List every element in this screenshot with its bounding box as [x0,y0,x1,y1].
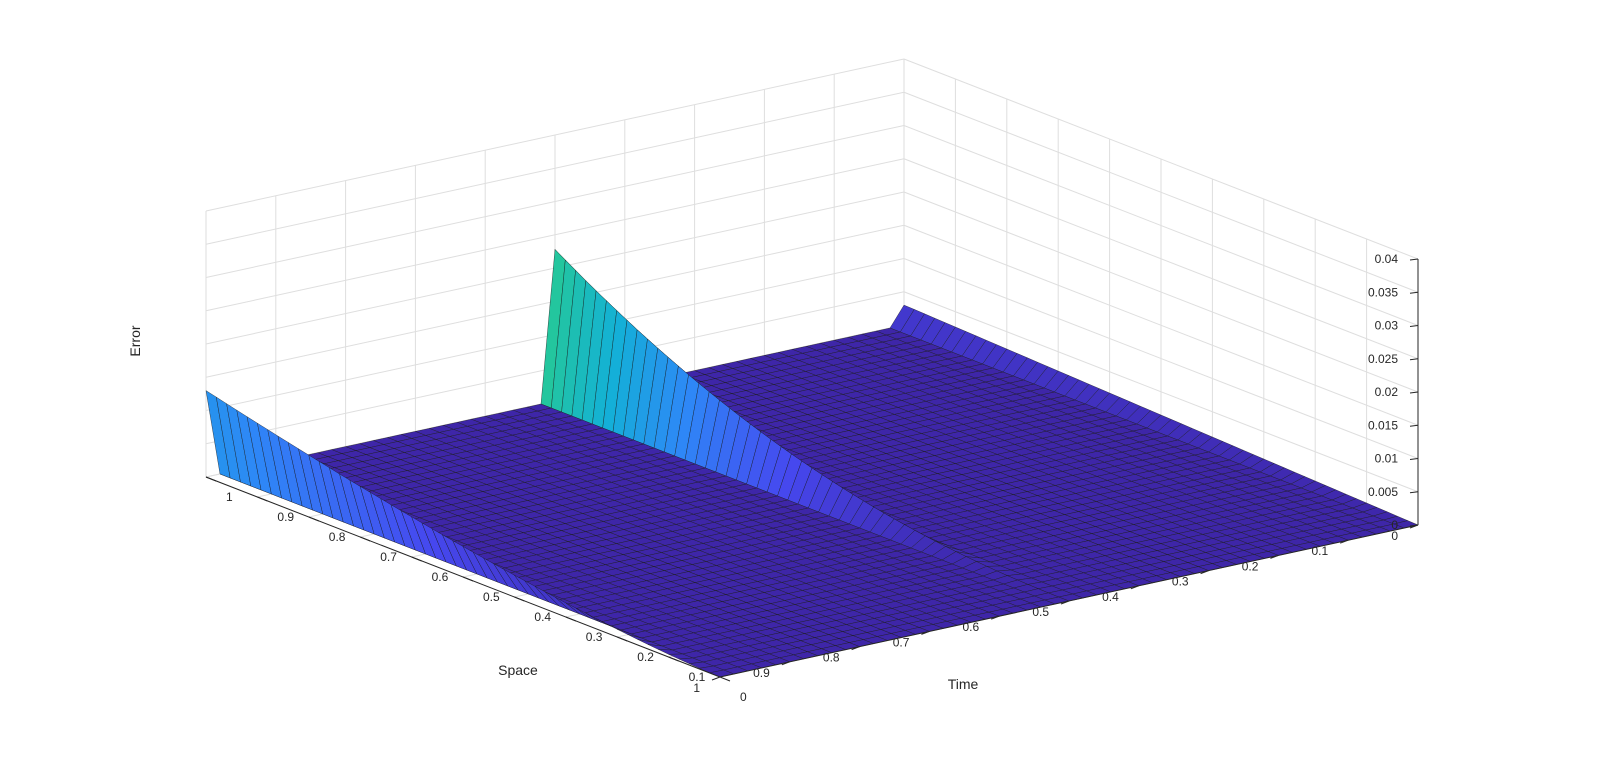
y-tick-label: 1 [226,490,233,504]
y-tick-mark [411,556,422,562]
y-tick-label: 0 [740,690,747,704]
x-tick-label: 0.3 [1172,575,1189,589]
x-tick-mark [991,615,1000,620]
z-tick-mark [1409,325,1419,327]
x-tick-mark [711,676,721,681]
y-tick-label: 0.8 [329,530,346,544]
z-tick-mark [1409,358,1419,361]
y-tick-mark [257,496,268,502]
tick-labels: 0 0.005 0.01 0.015 0.02 0.025 0.03 0.035 0.04 0 0.… [226,252,1398,704]
z-tick-label: 0.04 [1375,252,1399,266]
x-tick-label: 0.6 [963,620,980,634]
y-tick-label: 0.7 [380,550,397,564]
x-tick-label: 0.8 [823,651,840,665]
z-tick-label: 0.015 [1368,418,1398,432]
x-tick-mark [921,630,930,635]
x-tick-mark [781,661,790,666]
z-axis-label: Error [127,325,143,356]
x-tick-label: 0.4 [1102,590,1119,604]
x-tick-label: 0.2 [1242,559,1259,573]
error-surface [205,248,1419,678]
x-tick-mark [1340,539,1349,544]
z-tick-label: 0.02 [1375,385,1399,399]
y-tick-mark [719,676,731,682]
z-tick-label: 0.025 [1368,352,1398,366]
x-tick-mark [1060,600,1070,605]
axes [205,258,1419,682]
y-axis-label: Time [948,676,979,692]
y-tick-label: 0.4 [534,610,551,624]
y-tick-mark [514,596,525,602]
x-tick-label: 1 [693,681,700,695]
y-tick-mark [205,476,217,482]
z-tick-mark [1409,491,1419,494]
z-tick-label: 0.005 [1368,485,1398,499]
x-tick-label: 0.5 [1032,605,1049,619]
x-tick-label: 0.7 [893,635,910,649]
x-tick-label: 0 [1391,529,1398,543]
z-tick-mark [1409,458,1419,460]
x-tick-mark [1130,585,1139,590]
z-tick-label: 0 [1391,518,1398,532]
y-tick-label: 0.3 [586,630,603,644]
y-tick-mark [668,656,679,662]
z-tick-label: 0.03 [1375,319,1399,333]
x-tick-mark [1270,554,1279,559]
y-tick-mark [617,636,628,642]
x-tick-label: 0.9 [753,666,770,680]
x-tick-mark [1409,524,1419,529]
x-tick-label: 0.1 [1312,544,1329,558]
y-tick-mark [462,576,474,582]
z-tick-mark [1409,424,1419,427]
y-tick-label: 0.6 [432,570,449,584]
y-tick-label: 0.5 [483,590,500,604]
y-tick-label: 0.1 [689,670,706,684]
z-tick-label: 0.035 [1368,285,1398,299]
x-axis-label: Space [498,662,538,678]
z-tick-mark [1409,291,1419,294]
z-tick-mark [1409,391,1419,394]
x-tick-mark [1200,570,1209,575]
z-tick-mark [1409,258,1419,261]
y-tick-label: 0.2 [637,650,654,664]
x-tick-mark [851,646,860,651]
z-tick-label: 0.01 [1375,452,1399,466]
y-tick-mark [565,616,576,622]
y-tick-mark [308,516,319,522]
y-tick-label: 0.9 [277,510,294,524]
y-tick-mark [360,536,371,542]
